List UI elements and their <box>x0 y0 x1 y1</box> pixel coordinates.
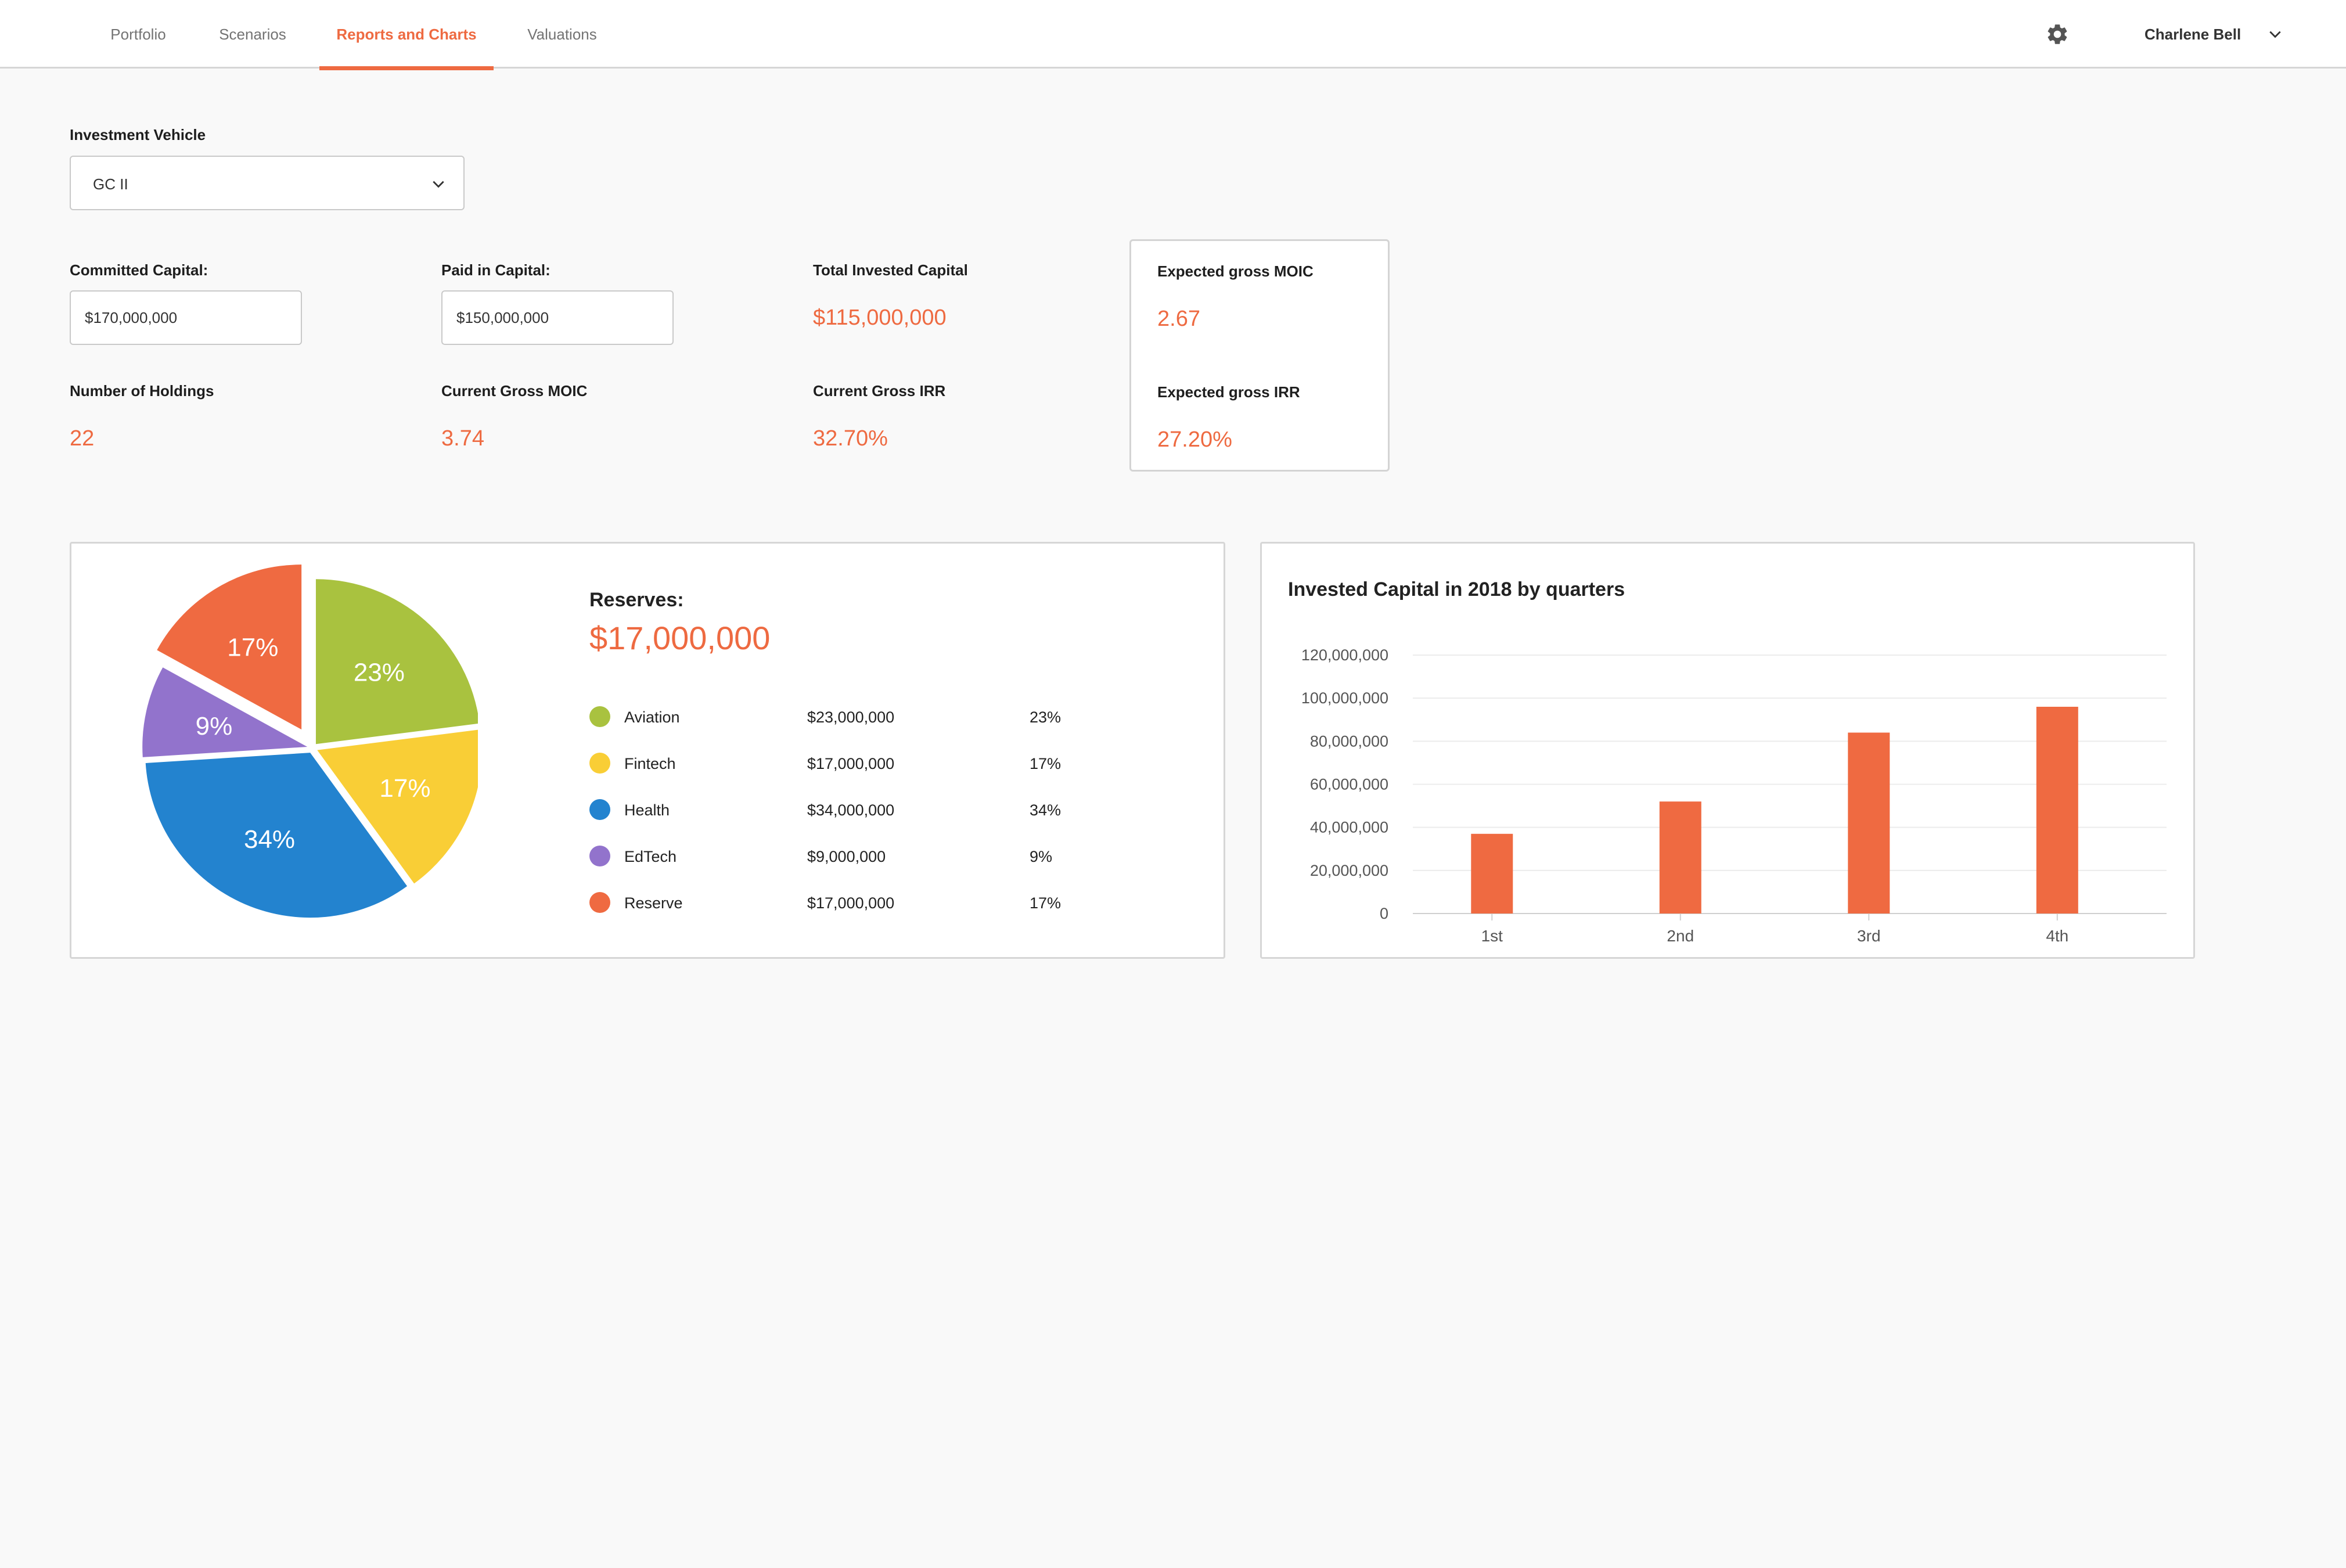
investment-vehicle-label: Investment Vehicle <box>70 126 206 143</box>
chevron-down-icon <box>433 181 444 188</box>
y-tick-label: 0 <box>1380 905 1388 922</box>
pie-slice-reserve <box>157 564 302 730</box>
number-of-holdings-value: 22 <box>70 426 95 451</box>
reserves-title: Reserves: <box>589 589 684 611</box>
bar-2nd <box>1659 801 1701 914</box>
legend-item: Aviation $23,000,000 23% <box>589 706 1112 729</box>
bar-3rd <box>1848 732 1890 914</box>
x-tick-label: 1st <box>1481 927 1503 945</box>
bar-4th <box>2036 707 2078 914</box>
tab-valuations[interactable]: Valuations <box>527 26 597 43</box>
top-navigation-bar: Portfolio Scenarios Reports and Charts V… <box>0 0 2346 70</box>
pie-label-reserve: 17% <box>227 633 278 661</box>
total-invested-capital-value: $115,000,000 <box>813 305 947 330</box>
y-tick-label: 40,000,000 <box>1310 819 1388 836</box>
legend-amount: $9,000,000 <box>807 848 886 865</box>
legend-name: Reserve <box>624 894 683 912</box>
investment-vehicle-select[interactable]: GC II <box>70 156 465 210</box>
tab-reports-and-charts[interactable]: Reports and Charts <box>319 0 494 70</box>
gear-icon[interactable] <box>2045 22 2070 46</box>
pie-label-health: 34% <box>244 825 295 854</box>
legend-percent: 34% <box>1030 801 1062 819</box>
legend-dot-edtech <box>589 846 610 866</box>
committed-capital-input[interactable] <box>70 290 302 345</box>
current-gross-irr-value: 32.70% <box>813 426 888 451</box>
pie-label-aviation: 23% <box>354 659 405 687</box>
reserves-panel: 23% 17% 34% 9% 17% Reserves: $17,000,000 Avi… <box>70 542 1225 959</box>
legend-item: Fintech $17,000,000 17% <box>589 753 1112 776</box>
bar-chart-title: Invested Capital in 2018 by quarters <box>1288 578 1625 600</box>
committed-capital-label: Committed Capital: <box>70 261 208 279</box>
expected-gross-irr-label: Expected gross IRR <box>1157 383 1300 401</box>
pie-label-edtech: 9% <box>196 712 233 740</box>
y-tick-label: 80,000,000 <box>1310 732 1388 750</box>
legend-amount: $34,000,000 <box>807 801 895 819</box>
x-tick-label: 3rd <box>1857 927 1880 945</box>
legend-dot-health <box>589 799 610 820</box>
y-tick-label: 20,000,000 <box>1310 862 1388 879</box>
legend-name: EdTech <box>624 848 677 865</box>
expected-gross-moic-value: 2.67 <box>1157 307 1200 331</box>
legend-percent: 9% <box>1030 848 1053 865</box>
number-of-holdings-label: Number of Holdings <box>70 382 214 400</box>
legend-percent: 17% <box>1030 755 1062 772</box>
invested-capital-bar-chart: 0 20,000,000 40,000,000 60,000,000 80,000,00… <box>1301 646 2167 945</box>
x-tick-label: 4th <box>2046 927 2068 945</box>
legend-dot-reserve <box>589 892 610 913</box>
bar-1st <box>1471 833 1513 914</box>
total-invested-capital-label: Total Invested Capital <box>813 261 968 279</box>
legend-item: Health $34,000,000 34% <box>589 799 1112 822</box>
chevron-down-icon[interactable] <box>2268 27 2283 42</box>
pie-slice-edtech <box>142 667 308 757</box>
y-tick-label: 60,000,000 <box>1310 776 1388 793</box>
paid-in-capital-input[interactable] <box>441 290 674 345</box>
pie-slice-aviation <box>315 579 478 745</box>
current-gross-irr-label: Current Gross IRR <box>813 382 946 400</box>
pie-slice-health <box>145 753 408 918</box>
y-tick-label: 120,000,000 <box>1301 646 1388 664</box>
expected-gross-moic-label: Expected gross MOIC <box>1157 262 1314 280</box>
legend-item: Reserve $17,000,000 17% <box>589 892 1112 915</box>
reserves-pie-chart: 23% 17% 34% 9% 17% <box>142 564 478 918</box>
pie-slice-fintech <box>317 729 478 884</box>
legend-amount: $17,000,000 <box>807 755 895 772</box>
reserves-amount: $17,000,000 <box>589 620 771 656</box>
legend-dot-aviation <box>589 706 610 727</box>
legend-name: Health <box>624 801 670 819</box>
expected-gross-irr-value: 27.20% <box>1157 427 1232 452</box>
tab-portfolio[interactable]: Portfolio <box>110 26 166 43</box>
legend-percent: 23% <box>1030 709 1062 726</box>
expected-returns-card: Expected gross MOIC 2.67 Expected gross … <box>1129 239 1390 472</box>
investment-vehicle-value: GC II <box>93 175 128 193</box>
legend-amount: $23,000,000 <box>807 709 895 726</box>
current-gross-moic-label: Current Gross MOIC <box>441 382 588 400</box>
current-gross-moic-value: 3.74 <box>441 426 484 451</box>
user-name[interactable]: Charlene Bell <box>2144 26 2241 43</box>
legend-name: Aviation <box>624 709 680 726</box>
invested-capital-panel: Invested Capital in 2018 by quarters 0 20… <box>1260 542 2195 959</box>
paid-in-capital-label: Paid in Capital: <box>441 261 550 279</box>
legend-item: EdTech $9,000,000 9% <box>589 846 1112 869</box>
legend-name: Fintech <box>624 755 676 772</box>
legend-percent: 17% <box>1030 894 1062 912</box>
tab-scenarios[interactable]: Scenarios <box>219 26 286 43</box>
pie-label-fintech: 17% <box>379 774 430 803</box>
legend-dot-fintech <box>589 753 610 774</box>
legend-amount: $17,000,000 <box>807 894 895 912</box>
x-tick-label: 2nd <box>1667 927 1694 945</box>
y-tick-label: 100,000,000 <box>1301 689 1388 707</box>
